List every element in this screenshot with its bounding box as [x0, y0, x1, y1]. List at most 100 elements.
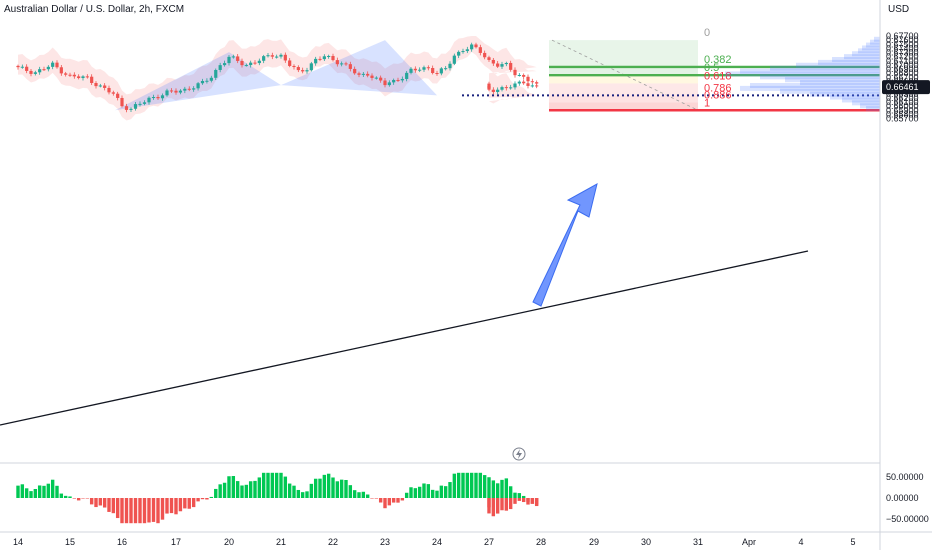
- oscillator-bar: [253, 480, 257, 498]
- oscillator-bar: [344, 479, 348, 498]
- fib-zone-3: [549, 83, 698, 96]
- candle-body: [444, 68, 448, 70]
- candle-body: [361, 73, 365, 75]
- candle-body: [192, 88, 196, 90]
- candle-body: [244, 65, 248, 67]
- candle-body: [422, 67, 426, 70]
- oscillator-bar: [120, 498, 124, 524]
- fib-label-1: 1: [704, 97, 710, 109]
- candle-body: [461, 51, 465, 53]
- candle-body: [348, 64, 352, 69]
- volume-profile-bar: [842, 97, 880, 103]
- volume-profile-bar: [852, 100, 880, 106]
- candle-body: [496, 89, 500, 92]
- oscillator-bar: [530, 498, 535, 504]
- oscillator-bar: [500, 498, 504, 511]
- price-tick-label: 0.66200: [886, 93, 919, 103]
- candle-body: [124, 106, 129, 110]
- oscillator-bar: [115, 498, 120, 519]
- oscillator-bar: [439, 485, 444, 498]
- candle-body: [147, 97, 151, 103]
- candle-body: [120, 97, 124, 107]
- candle-body: [196, 83, 200, 89]
- candle-body: [214, 69, 218, 78]
- oscillator-bar: [165, 498, 169, 514]
- candle-body: [68, 74, 72, 76]
- candle-body: [305, 70, 309, 72]
- price-tick-label: 0.66900: [886, 64, 919, 74]
- oscillator-bar: [443, 486, 448, 498]
- candle-body: [187, 88, 191, 90]
- price-tick-label: 0.67600: [886, 35, 919, 45]
- oscillator-bar: [513, 498, 517, 504]
- oscillator-bar: [469, 472, 474, 498]
- oscillator-bar: [270, 472, 275, 498]
- candle-body: [500, 87, 504, 90]
- oscillator-bar: [89, 498, 94, 505]
- candle-body: [51, 62, 55, 67]
- oscillator-bar: [326, 473, 331, 498]
- oscillator-bar: [138, 498, 142, 524]
- time-tick-label: 22: [328, 537, 338, 547]
- fib-label-0: 0: [704, 27, 710, 39]
- fib-label-0.5: 0.5: [704, 62, 719, 74]
- oscillator-bar: [348, 485, 353, 498]
- oscillator-bar: [517, 498, 522, 501]
- oscillator-bar: [107, 498, 111, 512]
- price-tick-label: 0.67700: [886, 31, 919, 41]
- volume-profile-bar: [796, 62, 880, 68]
- volume-profile-bar: [852, 51, 880, 57]
- oscillator-bar: [160, 498, 165, 520]
- oscillator-bar: [487, 498, 491, 508]
- oscillator-bar: [178, 498, 183, 512]
- candle-body: [413, 68, 417, 71]
- oscillator-bar: [68, 496, 72, 498]
- candle-body: [530, 85, 534, 87]
- price-tick-label: 0.66700: [886, 72, 919, 82]
- oscillator-bar: [72, 498, 77, 499]
- oscillator-bar: [517, 493, 522, 498]
- oscillator-bar: [456, 472, 461, 498]
- oscillator-bar: [413, 488, 418, 498]
- oscillator-bar: [430, 489, 435, 498]
- candle-body: [496, 63, 500, 67]
- oscillator-bar: [37, 485, 42, 498]
- candle-body: [103, 85, 107, 88]
- candle-body: [509, 62, 513, 70]
- candle-body: [107, 87, 111, 93]
- candle-body: [448, 63, 452, 69]
- candle-body: [279, 54, 283, 57]
- oscillator-bar: [222, 482, 227, 498]
- price-tick-label: 0.67400: [886, 43, 919, 53]
- candle-body: [222, 63, 227, 66]
- oscillator-bar: [465, 472, 470, 498]
- candle-body: [236, 56, 240, 61]
- oscillator-bar: [339, 479, 344, 498]
- candle-body: [151, 97, 156, 99]
- candle-body: [42, 69, 46, 71]
- volume-profile-bar: [740, 85, 880, 91]
- candle-body: [396, 79, 400, 81]
- fib-label-0.618: 0.618: [704, 70, 732, 82]
- candle-body: [283, 54, 287, 61]
- candle-body: [64, 73, 68, 75]
- volume-profile-bar: [818, 59, 880, 65]
- oscillator-bar: [248, 481, 253, 498]
- candle-body: [487, 86, 491, 89]
- currency-label: USD: [888, 4, 910, 15]
- candle-body: [474, 44, 478, 48]
- candle-body: [29, 70, 33, 74]
- oscillator-bar: [521, 498, 526, 503]
- oscillator-bar: [133, 498, 138, 524]
- time-tick-label: 14: [13, 537, 23, 547]
- candle-body: [504, 87, 508, 89]
- price-tick-label: 0.65700: [886, 114, 919, 124]
- oscillator-bar: [94, 498, 98, 508]
- oscillator-bar: [318, 478, 322, 498]
- last-price-label: 0.66461: [886, 82, 919, 92]
- oscillator-bar: [300, 492, 305, 498]
- price-tick-label: 0.67500: [886, 39, 919, 49]
- osc-tick-label: 0.00000: [886, 493, 919, 503]
- oscillator-bar: [257, 477, 262, 498]
